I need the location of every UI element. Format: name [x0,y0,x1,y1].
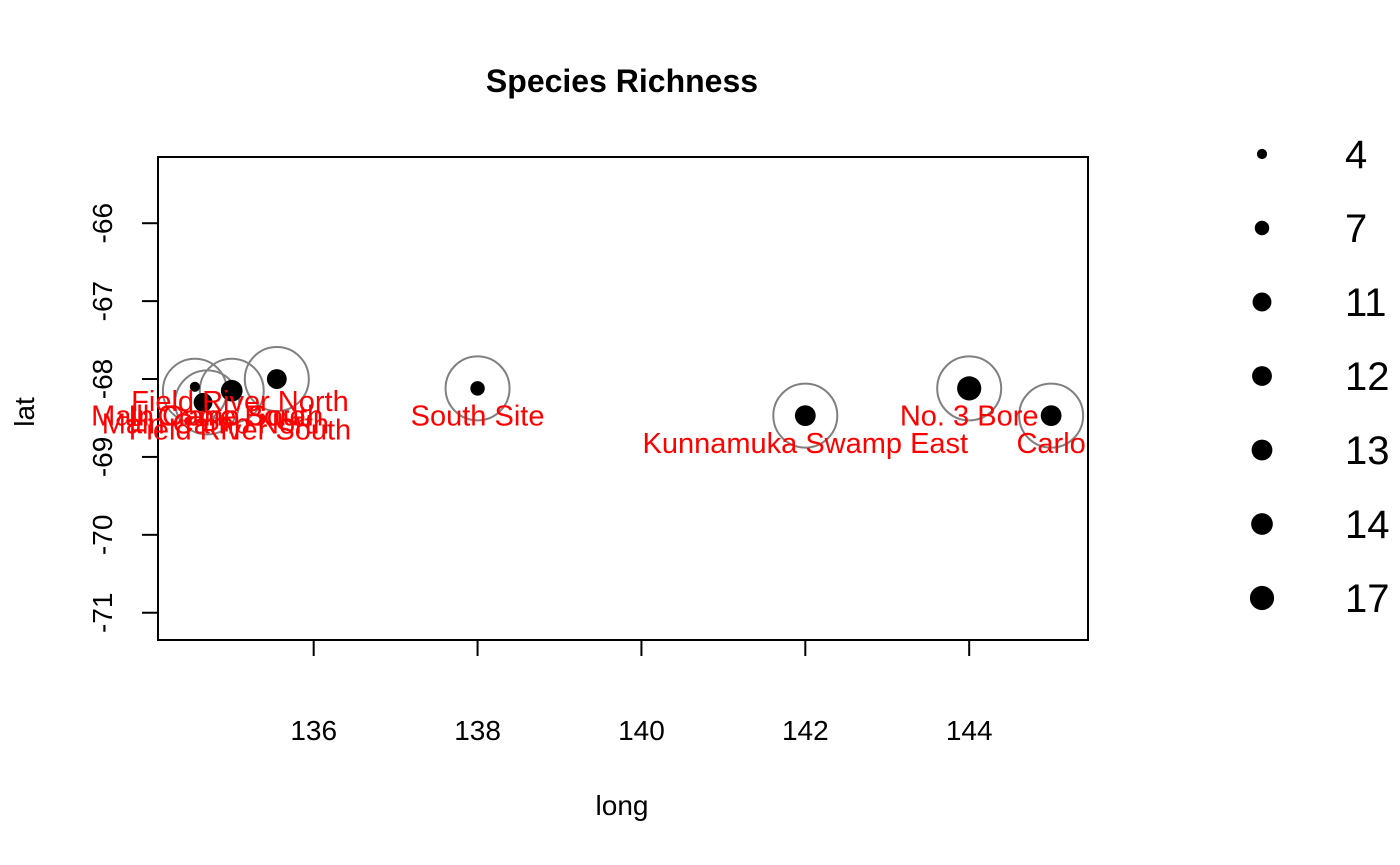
x-axis-label: long [596,790,649,821]
point-ring [1018,382,1085,449]
legend-marker [1252,292,1272,312]
data-point [794,405,816,427]
point-ring [444,355,511,422]
legend-marker [1251,513,1273,535]
legend: 4 7 11 12 13 14 17 [1249,133,1390,621]
x-tick-label: 142 [782,715,829,746]
site-label: Field River South [129,415,351,447]
site-label: Field River North [131,386,349,418]
point-rings [161,346,1085,449]
legend-marker [1249,585,1275,611]
y-tick-label: -68 [87,359,118,399]
x-tick-label: 136 [290,715,337,746]
y-tick-label: -66 [87,203,118,243]
legend-label: 17 [1345,577,1390,621]
legend-marker [1251,439,1273,461]
legend-label: 13 [1345,429,1390,473]
point-ring [772,382,839,449]
site-label: Kunnamuka Swamp East [643,428,969,460]
site-label: Main Camp North [102,408,329,440]
site-label: Ill Crane Bore [128,401,305,433]
x-tick-label: 144 [946,715,993,746]
site-label: Carlo [1016,428,1085,460]
data-points [189,369,1062,427]
y-tick-label: -71 [87,592,118,632]
x-tick-label: 138 [454,715,501,746]
y-tick-label: -70 [87,515,118,555]
y-tick-label: -69 [87,437,118,477]
y-axis-label: lat [9,397,40,427]
y-axis: -66 -67 -68 -69 -70 -71 [87,203,159,633]
data-point [957,376,982,401]
legend-label: 14 [1345,503,1390,547]
data-point [266,369,287,389]
chart-title: Species Richness [486,63,758,99]
data-point [193,392,213,412]
legend-marker [1252,366,1272,386]
point-ring [936,355,1003,422]
legend-marker [1254,220,1270,236]
legend-label: 7 [1345,207,1367,251]
site-label: Main Camp South [91,401,323,433]
data-point [220,379,243,402]
data-point [189,381,200,392]
x-axis: 136 138 140 142 144 [290,639,993,746]
legend-marker [1256,148,1268,160]
legend-label: 4 [1345,133,1367,177]
site-label: South Site [411,401,545,433]
point-ring [243,346,310,413]
data-point [1040,405,1062,427]
point-ring [198,357,265,424]
y-tick-label: -67 [87,281,118,321]
data-point [470,381,485,396]
legend-label: 12 [1345,355,1390,399]
x-tick-label: 140 [618,715,665,746]
legend-label: 11 [1345,281,1387,325]
site-label: No. 3 Bore [900,401,1039,433]
